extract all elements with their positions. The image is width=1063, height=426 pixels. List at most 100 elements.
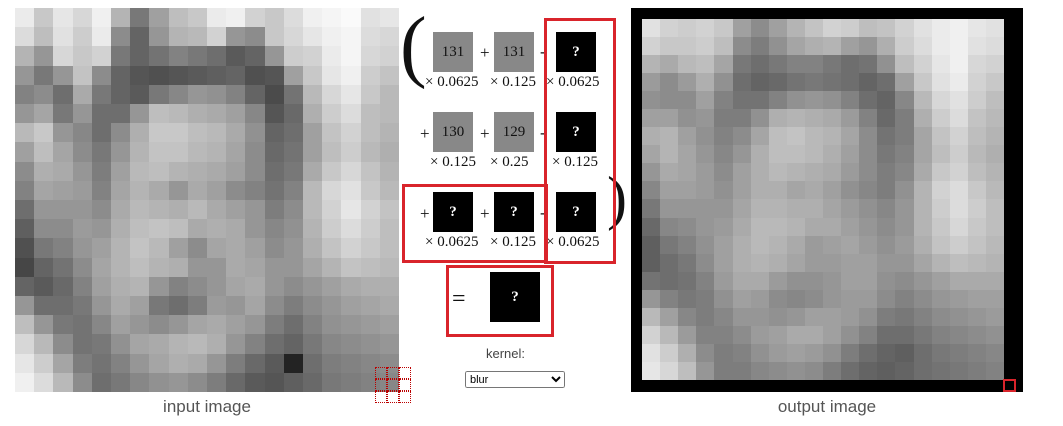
- pixel[interactable]: [913, 325, 932, 344]
- pixel[interactable]: [732, 325, 751, 344]
- pixel[interactable]: [913, 253, 932, 272]
- pixel[interactable]: [985, 343, 1004, 362]
- kernel-selector-cell[interactable]: [387, 379, 399, 391]
- pixel[interactable]: [303, 276, 323, 296]
- pixel[interactable]: [187, 84, 207, 104]
- pixel[interactable]: [786, 181, 805, 200]
- pixel[interactable]: [859, 73, 878, 92]
- pixel[interactable]: [841, 325, 860, 344]
- pixel[interactable]: [283, 65, 303, 85]
- pixel[interactable]: [226, 27, 246, 47]
- pixel[interactable]: [360, 180, 380, 200]
- pixel[interactable]: [841, 235, 860, 254]
- pixel[interactable]: [786, 235, 805, 254]
- pixel[interactable]: [660, 127, 679, 146]
- pixel[interactable]: [678, 307, 697, 326]
- pixel[interactable]: [149, 353, 169, 373]
- pixel[interactable]: [245, 372, 265, 392]
- pixel[interactable]: [696, 235, 715, 254]
- pixel[interactable]: [949, 55, 968, 74]
- pixel[interactable]: [187, 238, 207, 258]
- pixel[interactable]: [72, 372, 92, 392]
- pixel[interactable]: [226, 219, 246, 239]
- pixel[interactable]: [111, 27, 131, 47]
- pixel[interactable]: [931, 253, 950, 272]
- pixel[interactable]: [949, 235, 968, 254]
- pixel[interactable]: [714, 55, 733, 74]
- pixel[interactable]: [379, 46, 399, 66]
- pixel[interactable]: [895, 91, 914, 110]
- pixel[interactable]: [660, 361, 679, 380]
- pixel[interactable]: [360, 46, 380, 66]
- pixel[interactable]: [714, 73, 733, 92]
- pixel[interactable]: [660, 325, 679, 344]
- pixel[interactable]: [168, 219, 188, 239]
- pixel[interactable]: [379, 180, 399, 200]
- pixel[interactable]: [714, 37, 733, 56]
- pixel[interactable]: [168, 353, 188, 373]
- pixel[interactable]: [283, 219, 303, 239]
- pixel[interactable]: [15, 142, 35, 162]
- pixel[interactable]: [877, 253, 896, 272]
- pixel[interactable]: [226, 142, 246, 162]
- pixel[interactable]: [303, 238, 323, 258]
- pixel[interactable]: [949, 361, 968, 380]
- pixel[interactable]: [786, 109, 805, 128]
- pixel[interactable]: [322, 372, 342, 392]
- pixel[interactable]: [72, 46, 92, 66]
- pixel[interactable]: [696, 127, 715, 146]
- pixel[interactable]: [750, 343, 769, 362]
- pixel[interactable]: [696, 163, 715, 182]
- pixel[interactable]: [283, 315, 303, 335]
- pixel[interactable]: [207, 180, 227, 200]
- pixel[interactable]: [111, 46, 131, 66]
- pixel[interactable]: [34, 315, 54, 335]
- pixel[interactable]: [949, 253, 968, 272]
- pixel[interactable]: [804, 73, 823, 92]
- pixel[interactable]: [341, 200, 361, 220]
- pixel[interactable]: [360, 296, 380, 316]
- pixel[interactable]: [245, 238, 265, 258]
- pixel[interactable]: [804, 127, 823, 146]
- pixel[interactable]: [786, 253, 805, 272]
- pixel[interactable]: [823, 163, 842, 182]
- pixel[interactable]: [931, 307, 950, 326]
- pixel[interactable]: [985, 307, 1004, 326]
- pixel[interactable]: [660, 235, 679, 254]
- pixel[interactable]: [149, 296, 169, 316]
- pixel[interactable]: [786, 217, 805, 236]
- pixel[interactable]: [660, 109, 679, 128]
- pixel[interactable]: [895, 163, 914, 182]
- pixel[interactable]: [931, 271, 950, 290]
- pixel[interactable]: [823, 253, 842, 272]
- pixel[interactable]: [696, 253, 715, 272]
- pixel[interactable]: [91, 296, 111, 316]
- pixel[interactable]: [15, 334, 35, 354]
- pixel[interactable]: [322, 84, 342, 104]
- pixel[interactable]: [841, 55, 860, 74]
- pixel[interactable]: [15, 372, 35, 392]
- pixel[interactable]: [379, 123, 399, 143]
- pixel[interactable]: [660, 19, 679, 38]
- pixel[interactable]: [283, 276, 303, 296]
- pixel[interactable]: [379, 104, 399, 124]
- pixel[interactable]: [678, 289, 697, 308]
- pixel[interactable]: [379, 334, 399, 354]
- pixel[interactable]: [678, 199, 697, 218]
- pixel[interactable]: [841, 307, 860, 326]
- pixel[interactable]: [15, 8, 35, 28]
- pixel[interactable]: [877, 217, 896, 236]
- pixel[interactable]: [34, 27, 54, 47]
- pixel[interactable]: [859, 343, 878, 362]
- pixel[interactable]: [53, 238, 73, 258]
- pixel[interactable]: [264, 315, 284, 335]
- pixel[interactable]: [91, 123, 111, 143]
- pixel[interactable]: [967, 289, 986, 308]
- pixel[interactable]: [360, 161, 380, 181]
- pixel[interactable]: [303, 123, 323, 143]
- pixel[interactable]: [642, 271, 661, 290]
- pixel[interactable]: [931, 361, 950, 380]
- pixel[interactable]: [283, 142, 303, 162]
- pixel[interactable]: [379, 8, 399, 28]
- pixel[interactable]: [72, 84, 92, 104]
